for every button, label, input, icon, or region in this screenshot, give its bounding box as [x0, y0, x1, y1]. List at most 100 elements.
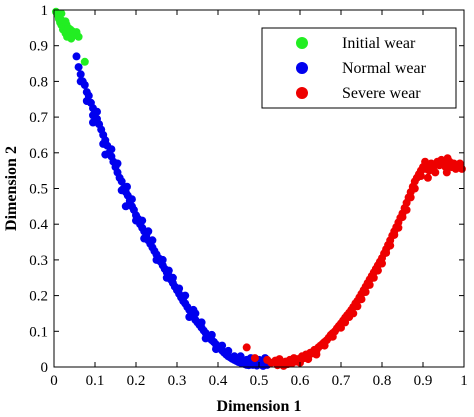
- y-tick-label: 0.9: [29, 39, 48, 55]
- data-point: [402, 205, 411, 214]
- data-point: [148, 236, 157, 245]
- data-point: [132, 216, 140, 225]
- data-point: [250, 354, 259, 363]
- x-tick-label: 0.1: [86, 373, 105, 389]
- data-point: [365, 280, 374, 289]
- y-axis-title: Dimension 2: [3, 146, 20, 231]
- data-point: [93, 107, 101, 116]
- data-point: [230, 352, 239, 361]
- data-point: [353, 302, 362, 311]
- data-point: [218, 341, 227, 350]
- data-point: [113, 159, 122, 168]
- legend-marker-normal-wear: [296, 62, 308, 74]
- data-point: [61, 17, 70, 26]
- data-point: [74, 63, 83, 72]
- data-point: [162, 273, 171, 282]
- data-point: [164, 266, 173, 275]
- data-point: [373, 266, 382, 275]
- x-axis-title: Dimension 1: [217, 398, 302, 415]
- data-point: [386, 241, 395, 250]
- data-point: [76, 70, 85, 79]
- legend: Initial wear Normal wear Severe wear: [261, 27, 457, 109]
- legend-label-severe-wear: Severe wear: [342, 85, 421, 102]
- y-tick-label: 0.6: [29, 146, 48, 162]
- data-point: [349, 309, 358, 318]
- data-point: [82, 97, 91, 105]
- data-point: [80, 57, 89, 66]
- data-point: [312, 350, 321, 359]
- data-point: [57, 9, 66, 18]
- data-point: [123, 182, 131, 191]
- data-point: [421, 157, 430, 166]
- data-point: [212, 345, 220, 354]
- data-point: [224, 346, 233, 355]
- data-point: [175, 284, 184, 293]
- data-point: [394, 223, 403, 232]
- data-point: [201, 334, 210, 343]
- data-point: [328, 332, 337, 341]
- x-tick-label: 0.9: [414, 373, 433, 389]
- data-point: [390, 230, 399, 239]
- data-point: [410, 184, 419, 193]
- legend-label-normal-wear: Normal wear: [342, 60, 427, 77]
- data-point: [207, 330, 216, 339]
- data-point: [457, 164, 466, 173]
- data-point: [74, 32, 83, 41]
- legend-marker-initial-wear: [296, 37, 308, 49]
- x-tick-label: 0.4: [209, 373, 228, 389]
- y-tick-label: 0.5: [29, 182, 48, 198]
- legend-label-initial-wear: Initial wear: [342, 35, 416, 52]
- data-point: [127, 195, 136, 204]
- x-tick-label: 0.8: [373, 373, 392, 389]
- data-point: [304, 355, 313, 364]
- legend-box: [261, 27, 457, 109]
- data-point: [341, 318, 350, 327]
- data-point: [423, 173, 432, 182]
- data-point: [361, 288, 370, 296]
- y-tick-label: 0.3: [29, 253, 48, 269]
- x-tick-label: 0.7: [332, 373, 351, 389]
- data-point: [107, 145, 116, 154]
- data-point: [369, 273, 378, 282]
- y-tick-label: 0.2: [29, 289, 48, 305]
- data-point: [181, 291, 190, 300]
- data-point: [382, 248, 391, 257]
- data-point: [168, 273, 177, 282]
- data-point: [72, 52, 81, 61]
- data-point: [242, 343, 251, 352]
- data-point: [416, 172, 425, 180]
- data-point: [378, 259, 386, 268]
- y-tick-label: 0.1: [29, 324, 48, 340]
- data-point: [189, 305, 198, 314]
- data-point: [285, 359, 294, 368]
- x-tick-label: 0.5: [250, 373, 269, 389]
- data-point: [117, 177, 126, 186]
- data-point: [185, 313, 194, 321]
- x-tick-label: 0.6: [291, 373, 310, 389]
- data-point: [121, 202, 130, 211]
- y-tick-label: 0.7: [29, 110, 48, 126]
- data-point: [357, 295, 366, 304]
- data-point: [89, 118, 97, 127]
- data-point: [158, 255, 167, 264]
- ticks-layer: 0 0.1 0.2 0.3 0.4 0.5 0.6 0.7 0.8 0.9 1 0 0.1 0.2 0.3 0…: [29, 3, 468, 389]
- x-tick-label: 0.3: [168, 373, 187, 389]
- data-point: [236, 352, 245, 361]
- data-point: [101, 150, 110, 159]
- y-tick-label: 0.8: [29, 74, 48, 90]
- y-tick-label: 1: [41, 3, 49, 19]
- data-point: [406, 193, 415, 202]
- data-point: [398, 213, 407, 222]
- x-tick-label: 1: [460, 373, 468, 389]
- data-point: [99, 139, 108, 148]
- data-point: [197, 318, 206, 327]
- x-tick-label: 0: [50, 373, 58, 389]
- data-point: [140, 234, 149, 243]
- legend-marker-severe-wear: [296, 87, 308, 99]
- data-point: [442, 168, 451, 177]
- data-point: [320, 341, 329, 350]
- data-point: [431, 168, 440, 177]
- data-point: [138, 216, 147, 225]
- data-point: [152, 255, 161, 264]
